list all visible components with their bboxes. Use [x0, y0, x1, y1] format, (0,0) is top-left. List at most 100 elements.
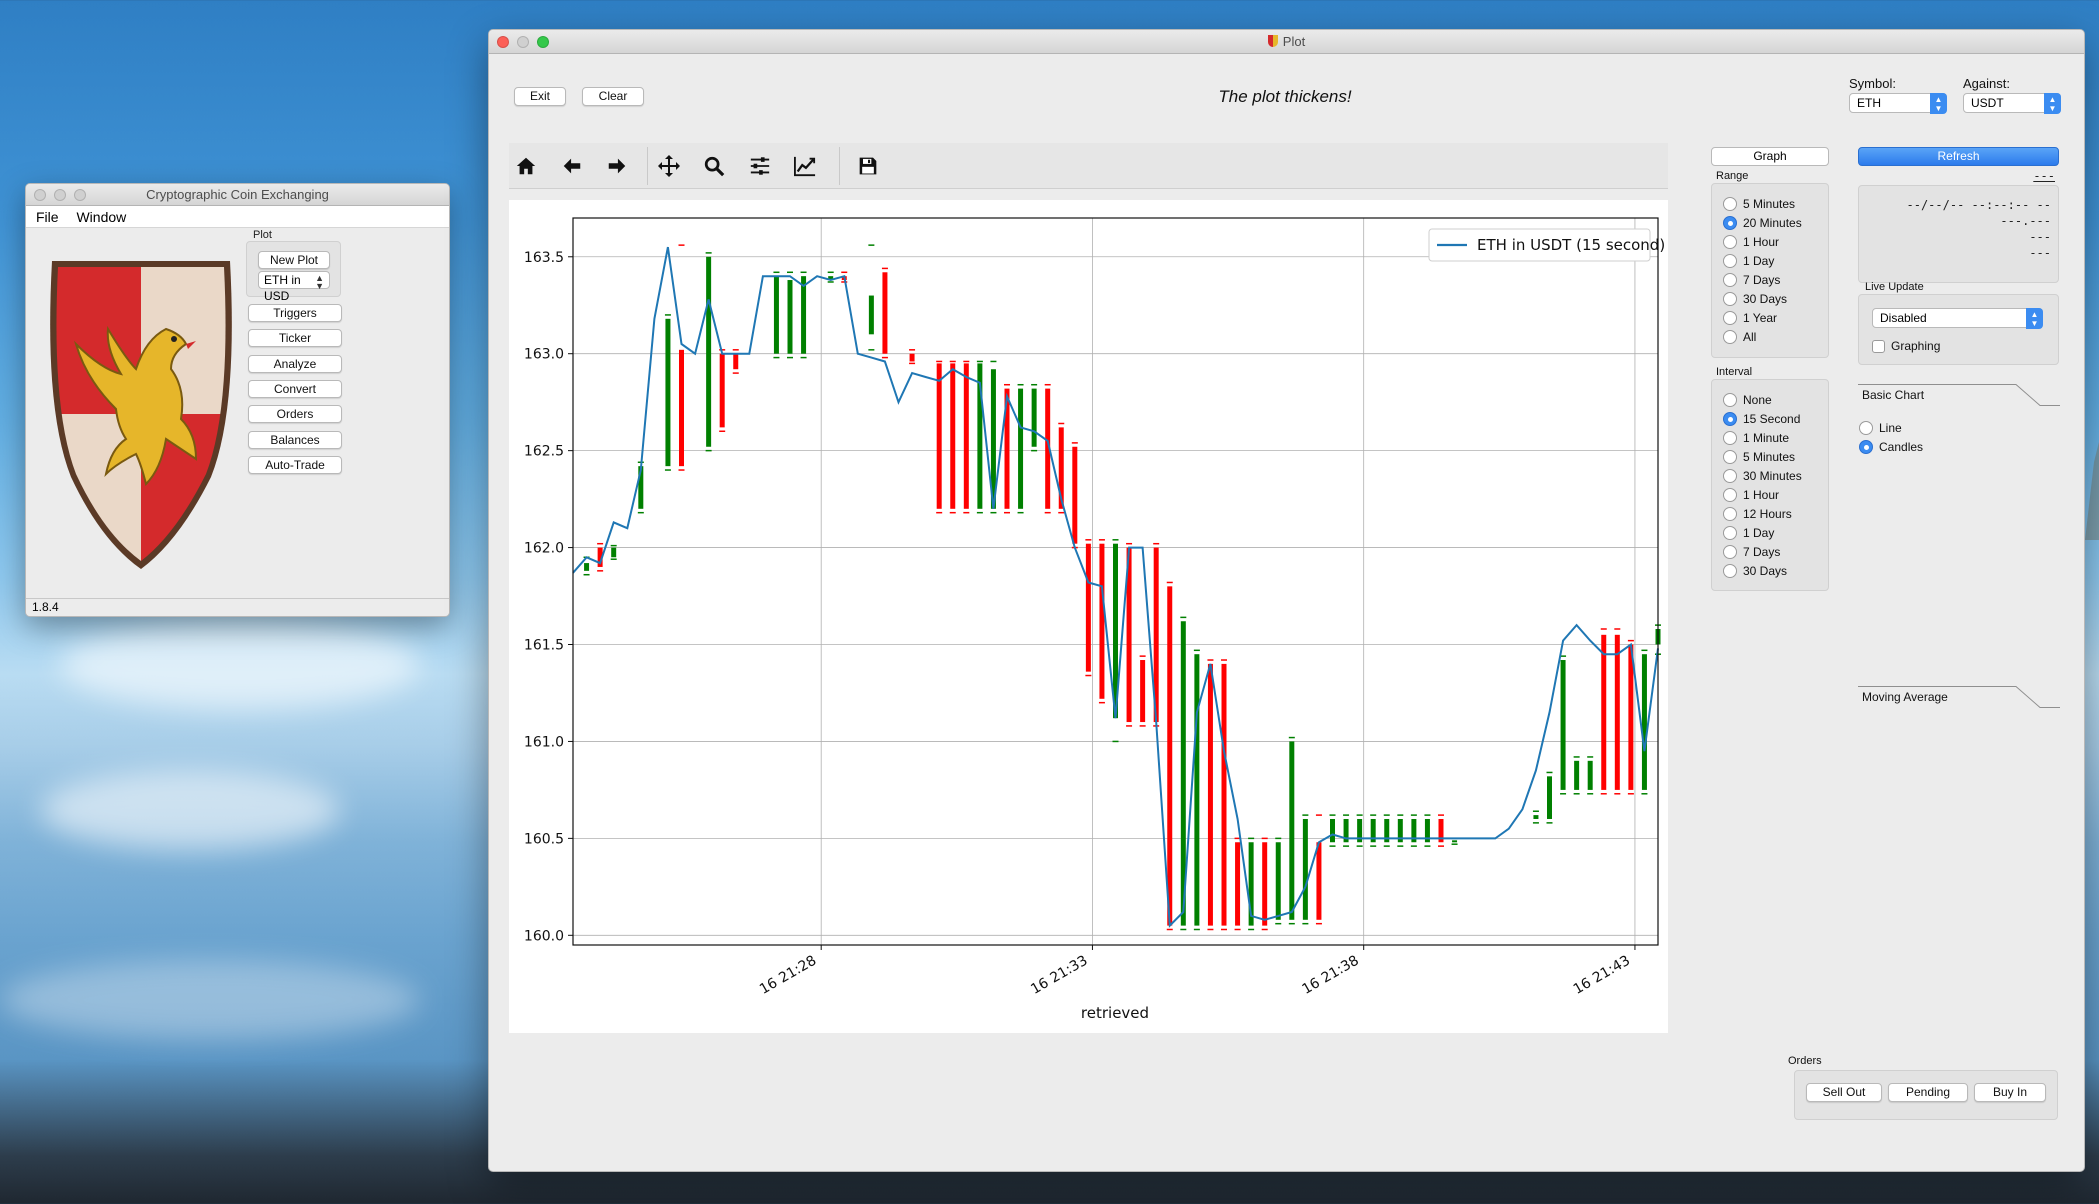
edit-axes-icon[interactable]	[790, 151, 820, 181]
pending-button[interactable]: Pending	[1888, 1083, 1968, 1102]
radio-button[interactable]	[1723, 526, 1737, 540]
up-candle	[1452, 840, 1458, 843]
chart-style-option-label: Candles	[1879, 440, 1924, 454]
range-option[interactable]: 7 Days	[1723, 271, 1780, 289]
radio-button[interactable]	[1859, 440, 1873, 454]
radio-button[interactable]	[1723, 450, 1737, 464]
down-candle	[1614, 634, 1620, 790]
save-icon[interactable]	[853, 151, 883, 181]
range-option[interactable]: 20 Minutes	[1723, 214, 1802, 232]
menu-file[interactable]: File	[36, 209, 59, 225]
radio-button[interactable]	[1723, 488, 1737, 502]
griffin-shield-logo	[50, 261, 232, 569]
y-axis-ticks: 160.0 160.5 161.0 161.5 162.0 162.5 163.0 163.5	[524, 250, 573, 944]
triggers-button[interactable]: Triggers	[248, 304, 342, 322]
chart-legend: ETH in USDT (15 second)	[1428, 228, 1665, 262]
clear-button[interactable]: Clear	[582, 87, 644, 106]
radio-button[interactable]	[1859, 421, 1873, 435]
radio-button[interactable]	[1723, 311, 1737, 325]
interval-option[interactable]: 30 Days	[1723, 562, 1787, 580]
interval-option[interactable]: None	[1723, 391, 1772, 409]
interval-option[interactable]: 5 Minutes	[1723, 448, 1795, 466]
checkbox-box[interactable]	[1872, 339, 1885, 353]
analyze-button[interactable]: Analyze	[248, 355, 342, 373]
close-icon[interactable]	[497, 36, 509, 48]
exit-button[interactable]: Exit	[514, 87, 566, 106]
configure-subplots-icon[interactable]	[745, 151, 775, 181]
toolbar-separator	[839, 147, 840, 185]
up-candle	[1547, 776, 1552, 819]
against-select[interactable]: USDT ▲ ▼	[1963, 93, 2061, 114]
refresh-button[interactable]: Refresh	[1858, 147, 2059, 166]
radio-button[interactable]	[1723, 254, 1737, 268]
balances-button[interactable]: Balances	[248, 431, 342, 449]
interval-option[interactable]: 1 Minute	[1723, 429, 1789, 447]
interval-option[interactable]: 1 Hour	[1723, 486, 1779, 504]
down-candle	[963, 363, 969, 509]
radio-button[interactable]	[1723, 292, 1737, 306]
sell-out-button[interactable]: Sell Out	[1806, 1083, 1882, 1102]
pan-icon[interactable]	[654, 151, 684, 181]
tab-graph[interactable]: Graph	[1711, 147, 1829, 166]
down-candle	[1058, 427, 1064, 509]
chart-style-option[interactable]: Candles	[1859, 438, 1923, 456]
close-icon[interactable]	[34, 189, 46, 201]
home-icon[interactable]	[511, 151, 541, 181]
live-update-select[interactable]: Disabled ▲ ▼	[1872, 308, 2043, 329]
radio-button[interactable]	[1723, 469, 1737, 483]
up-candle	[828, 276, 834, 281]
range-option[interactable]: All	[1723, 328, 1756, 346]
minimize-icon[interactable]	[517, 36, 529, 48]
interval-option[interactable]: 12 Hours	[1723, 505, 1792, 523]
ticker-button[interactable]: Ticker	[248, 329, 342, 347]
range-option[interactable]: 1 Year	[1723, 309, 1777, 327]
x-tick-label: 16 21:38	[1299, 953, 1361, 998]
zoom-icon[interactable]	[537, 36, 549, 48]
new-plot-button[interactable]: New Plot	[258, 251, 330, 269]
auto-trade-button[interactable]: Auto-Trade	[248, 456, 342, 474]
radio-button[interactable]	[1723, 564, 1737, 578]
radio-button[interactable]	[1723, 273, 1737, 287]
orders-button[interactable]: Orders	[248, 405, 342, 423]
plot-pair-select[interactable]: ETH in USD ▲ ▼	[258, 271, 330, 303]
up-candle	[1424, 818, 1430, 843]
range-option[interactable]: 1 Day	[1723, 252, 1774, 270]
against-value: USDT	[1971, 96, 2004, 110]
zoom-magnifier-icon[interactable]	[699, 151, 729, 181]
zoom-icon[interactable]	[74, 189, 86, 201]
range-option[interactable]: 5 Minutes	[1723, 195, 1795, 213]
radio-button[interactable]	[1723, 330, 1737, 344]
up-candle	[801, 276, 807, 354]
radio-button[interactable]	[1723, 393, 1737, 407]
plot-canvas[interactable]: 160.0 160.5 161.0 161.5 162.0 162.5 163.0 163.5…	[509, 200, 1668, 1033]
range-option[interactable]: 30 Days	[1723, 290, 1787, 308]
back-arrow-icon[interactable]	[557, 151, 587, 181]
interval-option[interactable]: 15 Second	[1723, 410, 1800, 428]
interval-option[interactable]: 1 Day	[1723, 524, 1774, 542]
forward-arrow-icon[interactable]	[602, 151, 632, 181]
chart-style-option[interactable]: Line	[1859, 419, 1902, 437]
menu-window[interactable]: Window	[76, 209, 127, 225]
radio-button[interactable]	[1723, 216, 1737, 230]
interval-option[interactable]: 30 Minutes	[1723, 467, 1802, 485]
radio-button[interactable]	[1723, 545, 1737, 559]
moving-average-label: Moving Average	[1862, 690, 1948, 704]
range-option-label: 20 Minutes	[1743, 216, 1802, 230]
range-option[interactable]: 1 Hour	[1723, 233, 1779, 251]
minimize-icon[interactable]	[54, 189, 66, 201]
radio-button[interactable]	[1723, 197, 1737, 211]
radio-button[interactable]	[1723, 431, 1737, 445]
updown-icon: ▲ ▼	[1930, 93, 1947, 114]
up-candle	[1302, 818, 1308, 920]
interval-option[interactable]: 7 Days	[1723, 543, 1780, 561]
up-candle	[1194, 654, 1200, 926]
graphing-checkbox[interactable]: Graphing	[1872, 337, 1940, 355]
buy-in-button[interactable]: Buy In	[1974, 1083, 2046, 1102]
convert-button[interactable]: Convert	[248, 380, 342, 398]
symbol-select[interactable]: ETH ▲ ▼	[1849, 93, 1947, 114]
radio-button[interactable]	[1723, 507, 1737, 521]
up-candle	[584, 563, 590, 571]
radio-button[interactable]	[1723, 412, 1737, 426]
radio-button[interactable]	[1723, 235, 1737, 249]
down-candle	[936, 363, 942, 509]
